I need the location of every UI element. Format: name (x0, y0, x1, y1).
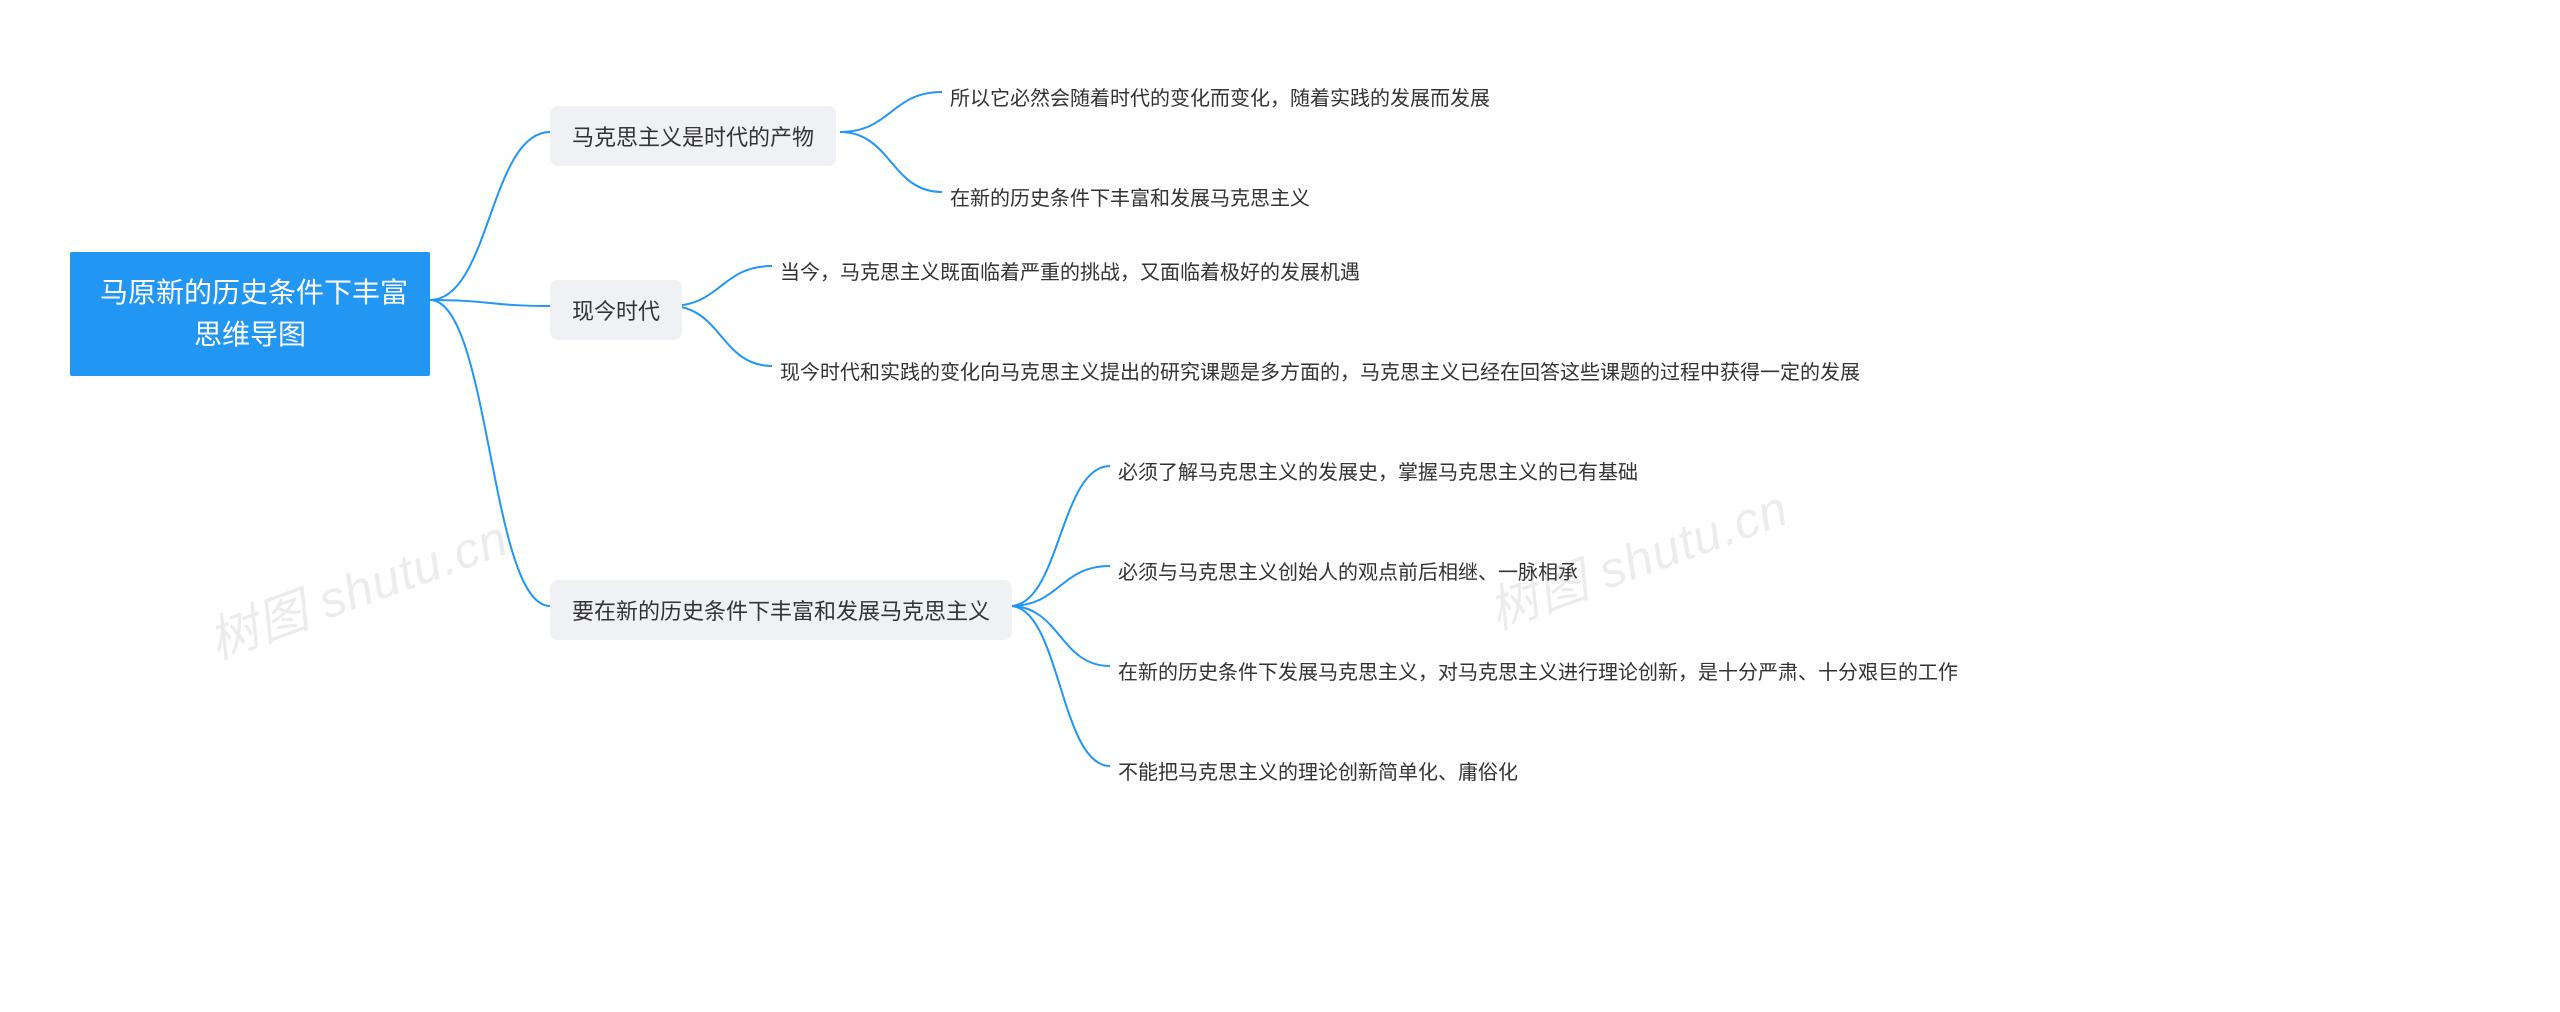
mindmap-container: 树图 shutu.cn 树图 shutu.cn 马原新的历史条件下丰富 思维导图… (0, 0, 2560, 1012)
leaf-node: 在新的历史条件下发展马克思主义，对马克思主义进行理论创新，是十分严肃、十分艰巨的… (1110, 650, 1966, 691)
leaf-node: 在新的历史条件下丰富和发展马克思主义 (942, 176, 1318, 217)
leaf-node: 必须了解马克思主义的发展史，掌握马克思主义的已有基础 (1110, 450, 1646, 491)
branch-node: 马克思主义是时代的产物 (550, 106, 836, 166)
leaf-node: 必须与马克思主义创始人的观点前后相继、一脉相承 (1110, 550, 1586, 591)
branch-node: 要在新的历史条件下丰富和发展马克思主义 (550, 580, 1012, 640)
leaf-node: 所以它必然会随着时代的变化而变化，随着实践的发展而发展 (942, 76, 1498, 117)
leaf-node: 现今时代和实践的变化向马克思主义提出的研究课题是多方面的，马克思主义已经在回答这… (772, 350, 1868, 391)
root-line2: 思维导图 (194, 319, 306, 350)
leaf-node: 不能把马克思主义的理论创新简单化、庸俗化 (1110, 750, 1526, 791)
root-node: 马原新的历史条件下丰富 思维导图 (70, 252, 430, 376)
root-line1: 马原新的历史条件下丰富 (100, 277, 408, 308)
connectors-svg (0, 0, 2560, 1012)
watermark: 树图 shutu.cn (197, 498, 517, 673)
branch-node: 现今时代 (550, 280, 682, 340)
leaf-node: 当今，马克思主义既面临着严重的挑战，又面临着极好的发展机遇 (772, 250, 1368, 291)
